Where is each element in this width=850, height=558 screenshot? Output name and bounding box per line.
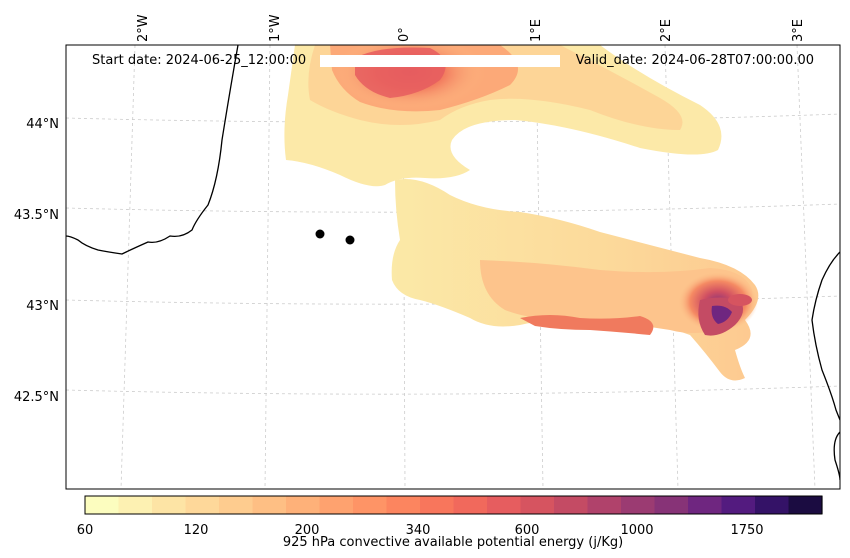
colorbar-title: 925 hPa convective available potential e… (283, 535, 623, 550)
colorbar-swatch-16 (621, 496, 656, 514)
colorbar-swatch-13 (520, 496, 555, 514)
colorbar-swatch-20 (755, 496, 790, 514)
colorbar-swatch-18 (688, 496, 723, 514)
cb-tick-200: 200 (295, 523, 320, 538)
colorbar-swatch-17 (654, 496, 689, 514)
lon-label-0: 0° (397, 27, 412, 42)
colorbar-swatch-1 (118, 496, 153, 514)
lon-axis-labels: 2°W 1°W 0° 1°E 2°E 3°E (136, 14, 806, 42)
colorbar-swatch-19 (721, 496, 756, 514)
lat-label-44n: 44°N (26, 117, 59, 132)
cb-tick-600: 600 (515, 523, 540, 538)
colorbar-swatch-21 (788, 496, 823, 514)
colorbar-swatch-8 (353, 496, 388, 514)
colorbar-swatch-10 (420, 496, 455, 514)
colorbar-swatch-14 (554, 496, 589, 514)
colorbar-swatch-2 (152, 496, 187, 514)
lat-label-43-5n: 43.5°N (14, 208, 59, 223)
cape-field-south (391, 179, 759, 381)
colorbar-swatch-4 (219, 496, 254, 514)
cb-tick-60: 60 (77, 523, 94, 538)
colorbar-swatch-7 (319, 496, 354, 514)
cb-tick-1750: 1750 (730, 523, 763, 538)
map-frame (65, 44, 841, 490)
lon-label-1w: 1°W (268, 14, 283, 42)
valid-date-text: Valid_date: 2024-06-28T07:00:00.00 (576, 53, 814, 68)
colorbar-swatch-6 (286, 496, 321, 514)
colorbar-frame (84, 495, 823, 515)
lat-label-42-5n: 42.5°N (14, 390, 59, 405)
lat-label-43n: 43°N (26, 299, 59, 314)
lon-label-1e: 1°E (529, 19, 544, 42)
colorbar-swatch-11 (453, 496, 488, 514)
colorbar-swatch-12 (487, 496, 522, 514)
cb-tick-340: 340 (406, 523, 431, 538)
cb-tick-1000: 1000 (620, 523, 653, 538)
marker-point-2 (345, 235, 355, 245)
colorbar (85, 496, 823, 514)
colorbar-swatch-15 (587, 496, 622, 514)
map-area (66, 45, 840, 489)
colorbar-ticks: 60 120 200 340 600 1000 1750 (77, 523, 764, 538)
marker-point-1 (315, 229, 325, 239)
lon-label-2w: 2°W (136, 14, 151, 42)
colorbar-swatch-9 (386, 496, 421, 514)
start-date-text: Start date: 2024-06-25_12:00:00 (92, 53, 306, 68)
lon-label-3e: 3°E (791, 19, 806, 42)
colorbar-swatch-5 (252, 496, 287, 514)
cb-tick-120: 120 (184, 523, 209, 538)
lat-axis-labels: 44°N 43.5°N 43°N 42.5°N (14, 117, 59, 405)
colorbar-swatch-3 (185, 496, 220, 514)
colorbar-swatch-0 (85, 496, 120, 514)
header-gap (320, 55, 560, 67)
lon-label-2e: 2°E (659, 19, 674, 42)
